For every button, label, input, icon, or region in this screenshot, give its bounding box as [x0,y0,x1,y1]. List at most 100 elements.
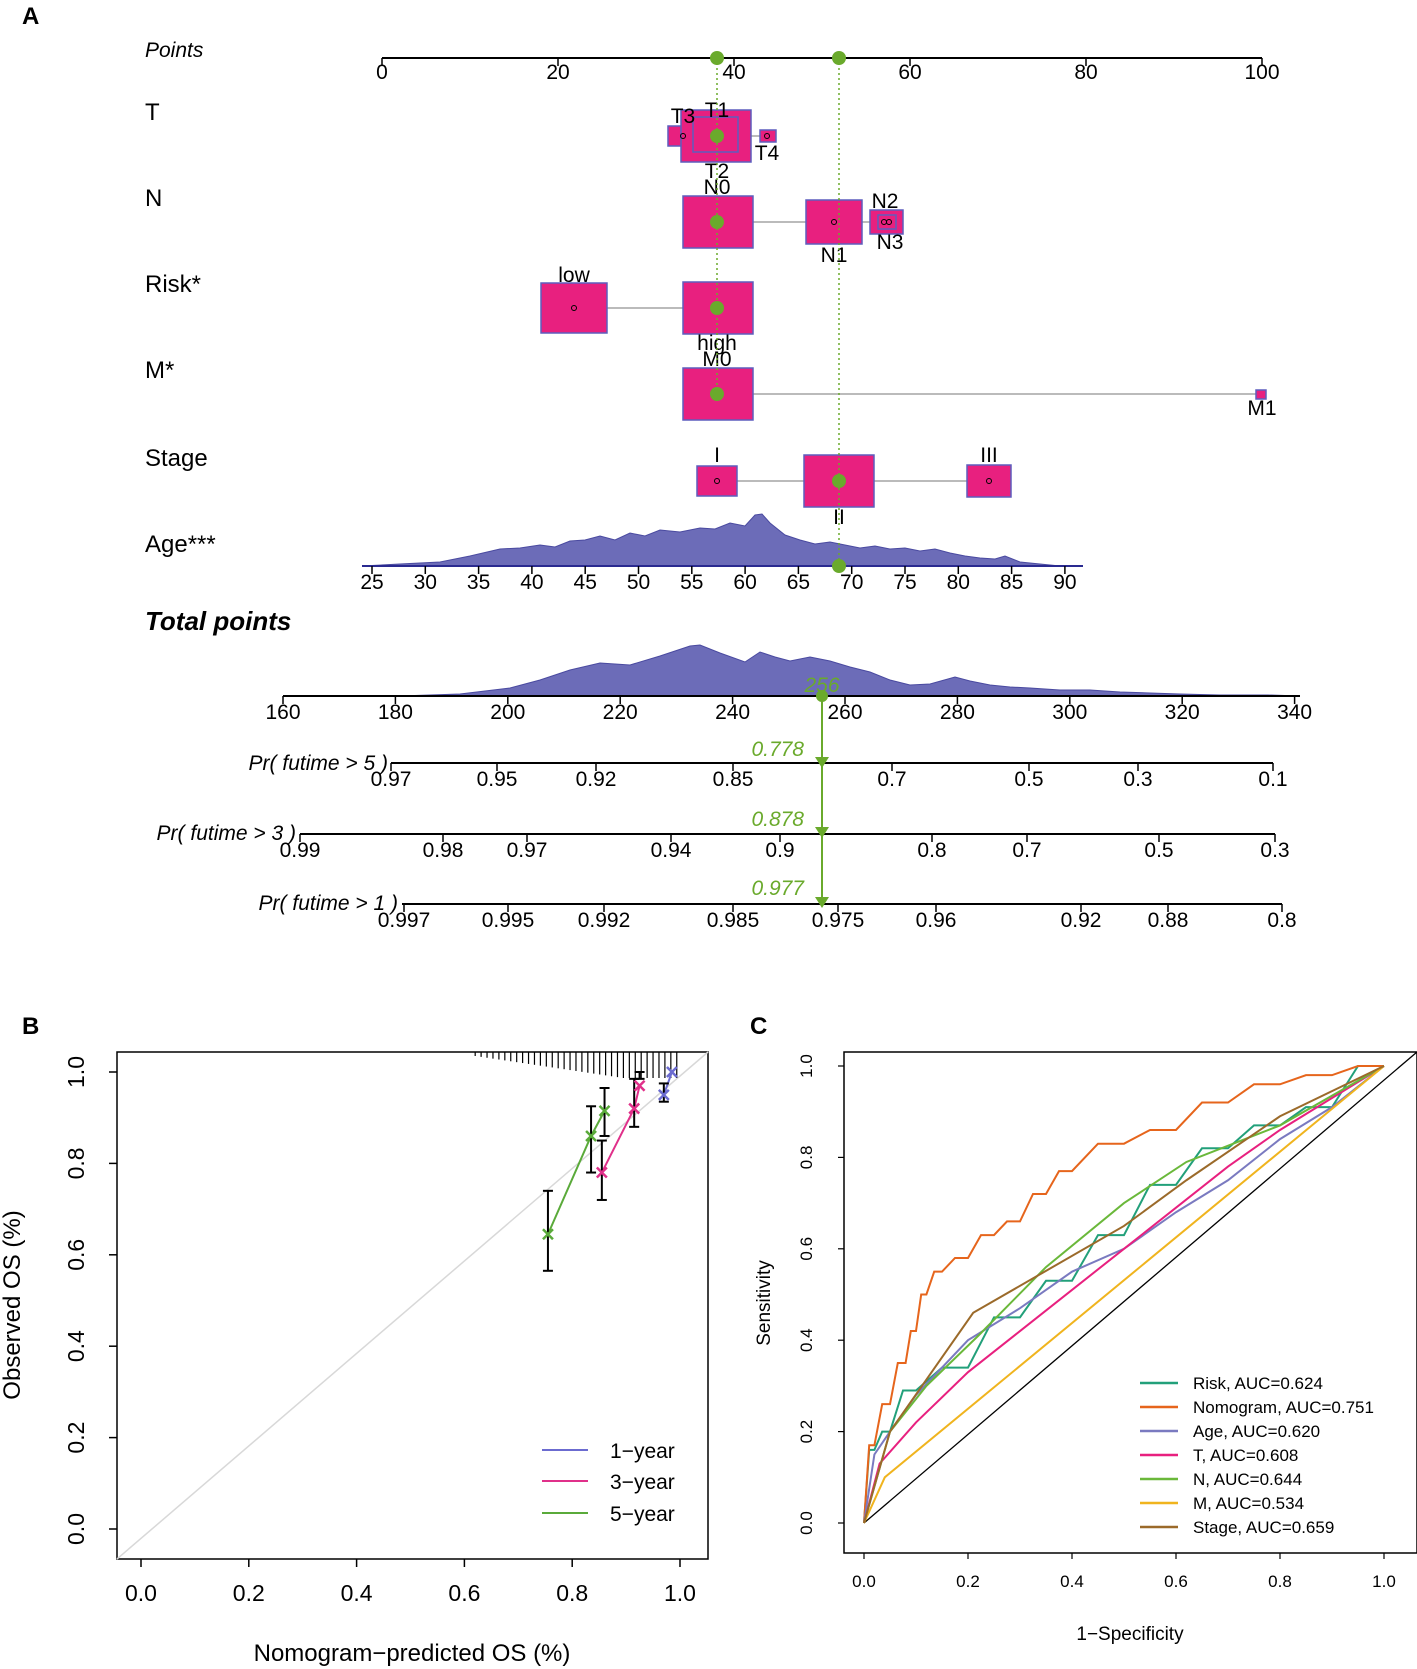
b-y-tick: 1.0 [63,1056,89,1088]
pr1-value: 0.977 [751,877,805,900]
panel-b-letter: B [22,1013,39,1040]
calibration-plot [116,1051,709,1560]
pr1-tick: 0.92 [1061,909,1102,932]
pr3-label: Pr( futime > 3 ) [157,822,296,845]
age-tick: 30 [414,571,437,594]
stage-level-label: I [714,444,720,467]
nomogram-guides [716,58,840,908]
b-x-tick: 1.0 [664,1580,696,1606]
total-ticks: 160 180 200 220 240 260 280 300 320 340 [265,696,1312,724]
points-tick: 80 [1074,61,1097,84]
age-tick: 45 [574,571,597,594]
pr3-ticks: 0.99 0.98 0.97 0.94 0.9 0.8 0.7 0.5 0.3 [280,834,1290,862]
nomogram-green-dots [710,51,846,702]
points-tick: 0 [376,61,388,84]
points-tick: 40 [722,61,745,84]
pr5-tick: 0.95 [477,768,518,791]
n-level-label: N1 [821,244,848,267]
c-y-tick: 0.4 [797,1328,816,1352]
pr1-tick: 0.997 [378,909,431,932]
pr5-value: 0.778 [751,738,804,761]
roc-plot-frame [843,1051,1417,1554]
calibration-xlabel: Nomogram−predicted OS (%) [254,1640,571,1667]
legend-1-year: 1−year [610,1440,675,1463]
pr5-tick: 0.7 [877,768,906,791]
total-points-value: 256 [803,674,839,697]
roc-curve-stage [863,1065,1385,1524]
pr3-tick: 0.98 [423,839,464,862]
pr1-tick: 0.8 [1267,909,1296,932]
age-tick: 70 [840,571,863,594]
b-y-tick: 0.8 [63,1147,89,1179]
pr3-tick: 0.3 [1260,839,1289,862]
calibration-ylabel: Observed OS (%) [0,1210,26,1399]
n-row-boxes [682,195,904,249]
pr5-tick: 0.3 [1123,768,1152,791]
c-y-tick: 0.2 [797,1420,816,1444]
pr5-tick: 0.97 [371,768,412,791]
b-y-tick: 0.2 [63,1422,89,1454]
total-tick: 220 [603,701,638,724]
b-point [542,1228,554,1241]
pr3-tick: 0.5 [1144,839,1173,862]
c-x-tick: 0.2 [956,1572,980,1591]
n-level-label: N0 [704,176,731,199]
b-point [633,1079,646,1092]
total-tick: 320 [1165,701,1200,724]
total-tick: 300 [1052,701,1087,724]
b-point [595,1166,608,1179]
c-y-tick: 0.6 [797,1237,816,1261]
total-tick: 280 [940,701,975,724]
pr1-tick: 0.88 [1148,909,1189,932]
pr1-label: Pr( futime > 1 ) [259,892,398,915]
n-level-label: N2 [872,190,899,213]
calibration-axes: 0.0 0.0 0.2 0.2 0.4 0.4 0.6 0.6 0.8 0.8 1.0 1.0 [63,1056,696,1606]
pr5-tick: 0.85 [713,768,754,791]
b-point [666,1066,678,1078]
legend-5-year: 5−year [610,1503,675,1526]
c-y-tick: 0.8 [797,1146,816,1170]
pr3-tick: 0.8 [917,839,946,862]
age-tick: 60 [733,571,756,594]
age-tick: 80 [947,571,970,594]
pr5-label: Pr( futime > 5 ) [249,752,388,775]
roc-curve-t [863,1065,1385,1524]
b-point [657,1088,670,1101]
b-y-tick: 0.0 [63,1513,89,1545]
pr3-tick: 0.97 [507,839,548,862]
age-density [361,513,1083,567]
roc-plot [863,1051,1417,1524]
m-level-label: M1 [1247,397,1276,420]
age-tick: 25 [360,571,383,594]
roc-legend-t: T, AUC=0.608 [1193,1446,1298,1465]
total-points-label: Total points [145,606,291,636]
points-tick: 60 [898,61,921,84]
total-tick: 340 [1277,701,1312,724]
roc-curve-risk [863,1065,1384,1524]
age-tick: 55 [680,571,703,594]
total-density [283,644,1301,697]
stage-level-label: II [833,506,845,529]
roc-legend-age: Age, AUC=0.620 [1193,1422,1320,1441]
c-x-tick: 1.0 [1372,1572,1396,1591]
pr5-ticks: 0.97 0.95 0.92 0.85 0.7 0.5 0.3 0.1 [371,763,1288,791]
var-label-risk: Risk* [145,271,201,298]
t-level-label: T3 [671,105,696,128]
calibration-legend [542,1449,588,1514]
pr1-tick: 0.985 [707,909,760,932]
pr3-value: 0.878 [751,808,804,831]
pr1-tick: 0.992 [578,909,631,932]
pr1-ticks: 0.997 0.995 0.992 0.985 0.975 0.96 0.92 0.88 0.8 [378,904,1297,932]
b-x-tick: 0.6 [448,1580,480,1606]
age-tick: 40 [520,571,543,594]
var-label-stage: Stage [145,445,208,472]
roc-legend-m: M, AUC=0.534 [1193,1494,1304,1513]
pr5-tick: 0.1 [1258,768,1287,791]
b-x-tick: 0.8 [556,1580,588,1606]
roc-legend-risk: Risk, AUC=0.624 [1193,1374,1323,1393]
age-ticks: 25 30 35 40 45 50 55 60 65 70 75 80 85 90 [360,566,1077,594]
risk-level-label: low [558,264,590,287]
c-x-tick: 0.4 [1060,1572,1084,1591]
c-x-tick: 0.6 [1164,1572,1188,1591]
